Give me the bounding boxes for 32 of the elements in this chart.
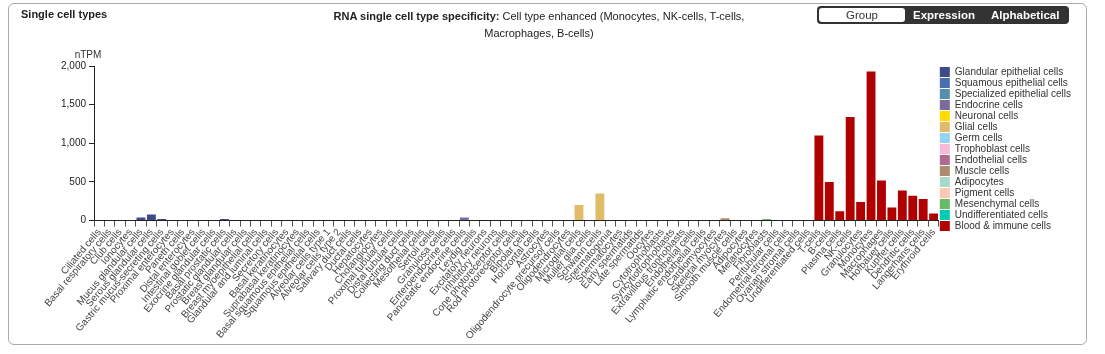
legend-label: Adipocytes — [954, 175, 1004, 187]
legend-label: Endothelial cells — [954, 153, 1028, 165]
y-tick-label: 1,500 — [60, 98, 87, 110]
legend-label: Pigment cells — [954, 186, 1015, 198]
legend-label: Blood & immune cells — [954, 219, 1051, 231]
text: Expression — [912, 8, 976, 22]
legend-label: Endocrine cells — [954, 98, 1023, 110]
chart-title: RNA single cell type specificity: — [333, 10, 500, 22]
legend-label: Specialized epithelial cells — [954, 87, 1072, 99]
legend-label: Neuronal cells — [954, 109, 1019, 121]
bar — [814, 135, 824, 221]
legend-label: Mesenchymal cells — [954, 197, 1040, 209]
text: Group — [819, 8, 905, 22]
legend-label: Trophoblast cells — [954, 142, 1031, 154]
y-tick-label: 0 — [80, 214, 87, 226]
bar — [459, 217, 469, 221]
text: Single cell types — [21, 8, 108, 20]
legend-label: Glial cells — [954, 120, 998, 132]
y-tick-label: 500 — [69, 175, 87, 187]
y-axis-title: nTPM — [74, 49, 102, 60]
legend-label: Undifferentiated cells — [954, 208, 1049, 220]
bar — [136, 217, 146, 221]
y-tick-label: 2,000 — [60, 59, 87, 71]
bar — [866, 71, 876, 221]
y-tick-label: 1,000 — [60, 137, 87, 149]
legend-label: Squamous epithelial cells — [954, 76, 1068, 88]
legend-label: Muscle cells — [954, 164, 1010, 176]
legend-label: Germ cells — [954, 131, 1003, 143]
legend-label: Glandular epithelial cells — [954, 65, 1064, 77]
bar — [595, 193, 605, 221]
bar — [574, 205, 584, 221]
text: Alphabetical — [990, 8, 1061, 22]
